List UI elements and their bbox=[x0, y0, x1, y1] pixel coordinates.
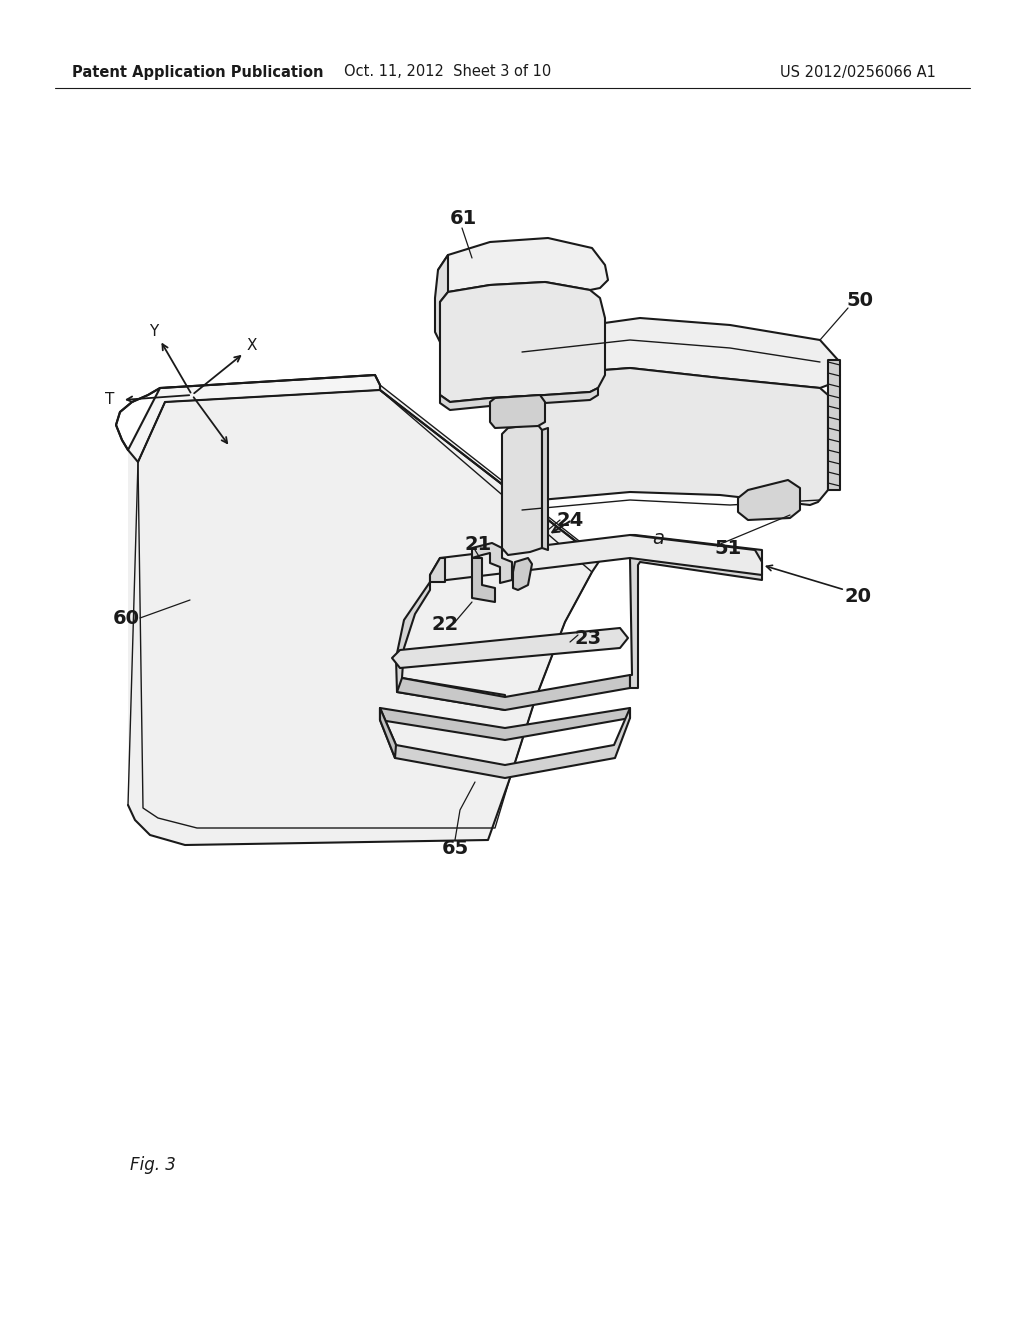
Polygon shape bbox=[510, 318, 840, 388]
Polygon shape bbox=[440, 388, 598, 411]
Text: X: X bbox=[247, 338, 257, 352]
Polygon shape bbox=[472, 543, 512, 583]
Text: Oct. 11, 2012  Sheet 3 of 10: Oct. 11, 2012 Sheet 3 of 10 bbox=[344, 65, 552, 79]
Polygon shape bbox=[542, 428, 548, 550]
Polygon shape bbox=[828, 360, 840, 490]
Polygon shape bbox=[510, 350, 522, 510]
Polygon shape bbox=[738, 480, 800, 520]
Text: a: a bbox=[652, 528, 664, 548]
Polygon shape bbox=[502, 424, 542, 554]
Polygon shape bbox=[430, 535, 762, 582]
Text: 60: 60 bbox=[113, 609, 139, 627]
Polygon shape bbox=[440, 282, 605, 403]
Polygon shape bbox=[435, 255, 455, 345]
Polygon shape bbox=[128, 375, 380, 462]
Polygon shape bbox=[396, 582, 505, 710]
Text: 22: 22 bbox=[431, 615, 459, 635]
Text: 24: 24 bbox=[556, 511, 584, 529]
Text: US 2012/0256066 A1: US 2012/0256066 A1 bbox=[780, 65, 936, 79]
Polygon shape bbox=[380, 708, 630, 741]
Text: Y: Y bbox=[150, 323, 159, 338]
Polygon shape bbox=[430, 558, 445, 582]
Text: 21: 21 bbox=[464, 536, 492, 554]
Text: 23: 23 bbox=[574, 628, 601, 648]
Polygon shape bbox=[392, 628, 628, 668]
Polygon shape bbox=[513, 558, 532, 590]
Polygon shape bbox=[397, 675, 630, 710]
Polygon shape bbox=[380, 708, 396, 758]
Text: 61: 61 bbox=[450, 209, 476, 227]
Text: 20: 20 bbox=[845, 586, 871, 606]
Text: T: T bbox=[105, 392, 115, 408]
Polygon shape bbox=[438, 238, 608, 292]
Polygon shape bbox=[630, 535, 762, 688]
Text: 65: 65 bbox=[441, 838, 469, 858]
Text: 50: 50 bbox=[847, 290, 873, 309]
Polygon shape bbox=[472, 558, 495, 602]
Polygon shape bbox=[128, 385, 600, 845]
Polygon shape bbox=[490, 395, 545, 428]
Polygon shape bbox=[380, 708, 630, 777]
Text: Patent Application Publication: Patent Application Publication bbox=[72, 65, 324, 79]
Polygon shape bbox=[510, 368, 828, 510]
Text: Fig. 3: Fig. 3 bbox=[130, 1156, 176, 1173]
Text: 51: 51 bbox=[715, 539, 741, 557]
